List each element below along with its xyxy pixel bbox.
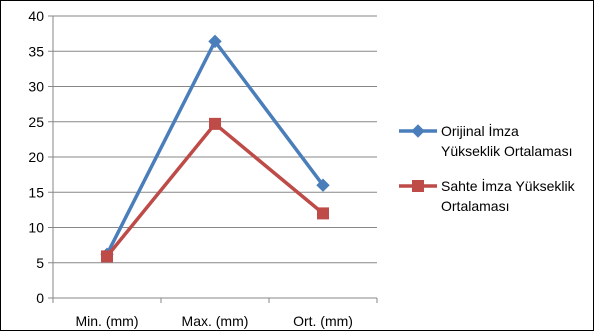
data-point: [101, 250, 113, 263]
x-tick-label: Ort. (mm): [293, 313, 353, 329]
legend-label: Ortalaması: [441, 198, 509, 214]
axes: [48, 15, 378, 303]
y-axis-tick-labels: 0 5 10 15 20 25 30 35 40: [28, 8, 44, 306]
series-2: [101, 117, 329, 263]
data-point: [209, 117, 221, 130]
series-layer: [100, 34, 330, 263]
data-point: [208, 34, 222, 49]
y-tick-label: 5: [36, 255, 44, 271]
y-tick-label: 10: [28, 220, 44, 236]
legend-label: Yükseklik Ortalaması: [441, 143, 572, 159]
y-tick-label: 25: [28, 114, 44, 130]
legend-marker: [412, 180, 424, 192]
y-tick-label: 20: [28, 149, 44, 165]
y-tick-label: 0: [36, 290, 44, 306]
y-tick-label: 15: [28, 184, 44, 200]
legend-item-2: Sahte İmza Yükseklik Ortalaması: [399, 177, 576, 214]
data-point: [317, 207, 329, 220]
legend-item-1: Orijinal İmza Yükseklik Ortalaması: [399, 122, 572, 159]
legend-marker: [411, 124, 425, 138]
x-axis-tick-labels: Min. (mm) Max. (mm) Ort. (mm): [76, 313, 353, 329]
y-tick-label: 35: [28, 43, 44, 59]
y-tick-label: 30: [28, 79, 44, 95]
legend-label: Orijinal İmza: [441, 122, 519, 139]
x-tick-label: Max. (mm): [182, 313, 249, 329]
legend: Orijinal İmza Yükseklik Ortalaması Sahte İ…: [399, 122, 576, 214]
data-point: [316, 178, 330, 192]
legend-label: Sahte İmza Yükseklik: [441, 177, 576, 194]
x-tick-label: Min. (mm): [76, 313, 139, 329]
y-tick-label: 40: [28, 8, 44, 24]
